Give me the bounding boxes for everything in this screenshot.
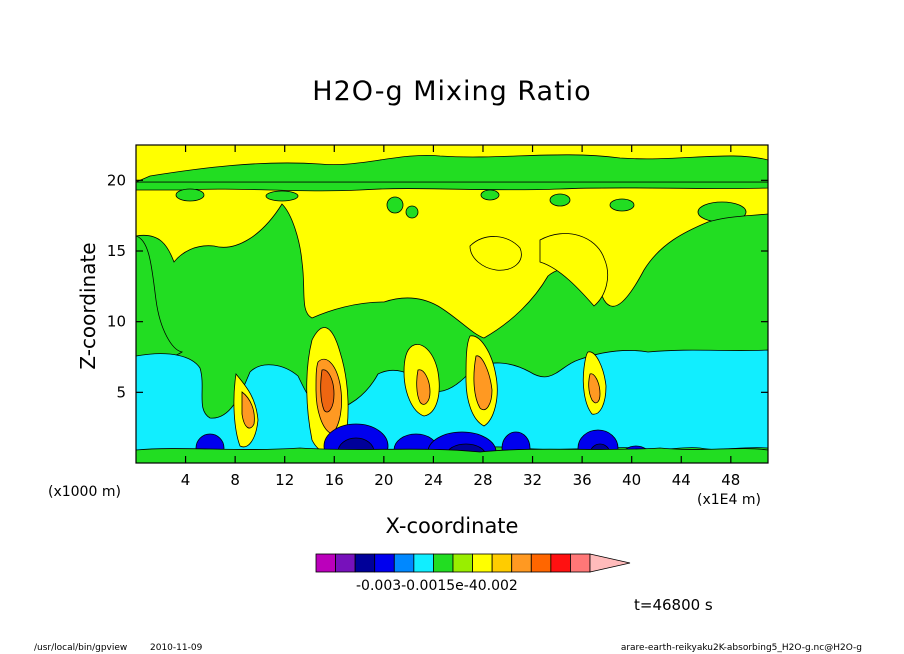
x-tick-label: 12 [275,471,294,489]
colorbar-segment [335,553,356,573]
plot-date: 2010-11-09 [150,643,203,653]
colorbar-segment [374,553,395,573]
x-tick-label: 8 [230,471,240,489]
time-label: t=46800 s [634,596,713,614]
colorbar-segment [570,553,591,573]
core-orange [588,373,601,404]
colorbar-segment [393,553,415,573]
contour-field [136,145,768,463]
colorbar-arrow [589,553,631,573]
x-tick-label: 16 [325,471,344,489]
contour-island [609,198,635,212]
x-tick-label: 48 [721,471,740,489]
program-path: /usr/local/bin/gpview [34,643,128,653]
core-orange [473,355,493,411]
contour-yellow-patch [469,236,522,271]
y-tick-label: 5 [116,383,126,401]
y-tick-label: 10 [107,313,126,331]
contour-band-top [136,154,768,183]
x-axis-unit: (x1E4 m) [697,492,761,508]
x-tick-label: 24 [424,471,443,489]
contour-island [175,188,205,202]
x-tick-label: 32 [523,471,542,489]
colorbar-segment [511,553,532,573]
plot-frame [135,144,769,464]
colorbar [315,553,631,573]
source-file: arare-earth-reikyaku2K-absorbing5_H2O-g.… [620,643,862,653]
chart-title: H2O-g Mixing Ratio [312,76,592,107]
x-tick-label: 20 [374,471,393,489]
x-tick-label: 40 [622,471,641,489]
x-axis-label: X-coordinate [385,514,519,538]
contour-island [549,193,571,207]
contour-surface-strip [136,447,768,463]
colorbar-segment [491,553,513,573]
y-axis-unit: (x1000 m) [48,484,121,500]
y-tick-label: 15 [107,242,126,260]
core-dark-orange [320,369,335,413]
colorbar-segment [550,553,571,573]
colorbar-segment [452,553,473,573]
x-tick-label: 28 [473,471,492,489]
x-tick-label: 44 [672,471,691,489]
contour-band-upper [136,181,768,192]
colorbar-segment [530,553,552,573]
y-tick-label: 20 [107,171,126,189]
contour-island [265,190,299,202]
contour-island [386,196,404,214]
core-orange [416,369,431,405]
colorbar-segment [472,553,493,573]
contour-yellow-tongue [539,233,608,307]
colorbar-segment [315,553,336,573]
contour-island [480,189,500,201]
y-axis-label: Z-coordinate [76,242,100,370]
contour-island [405,205,419,219]
colorbar-segment [354,553,376,573]
x-axis: 4 8 12 16 20 24 28 32 36 40 44 48 [181,145,740,489]
colorbar-labels: -0.003-0.0015e-40.002 [356,578,518,594]
x-tick-label: 4 [181,471,191,489]
core-orange [241,391,255,429]
colorbar-segment [433,553,454,573]
colorbar-segment [413,553,434,573]
y-axis: 5 10 15 20 [107,171,768,401]
x-tick-label: 36 [573,471,592,489]
